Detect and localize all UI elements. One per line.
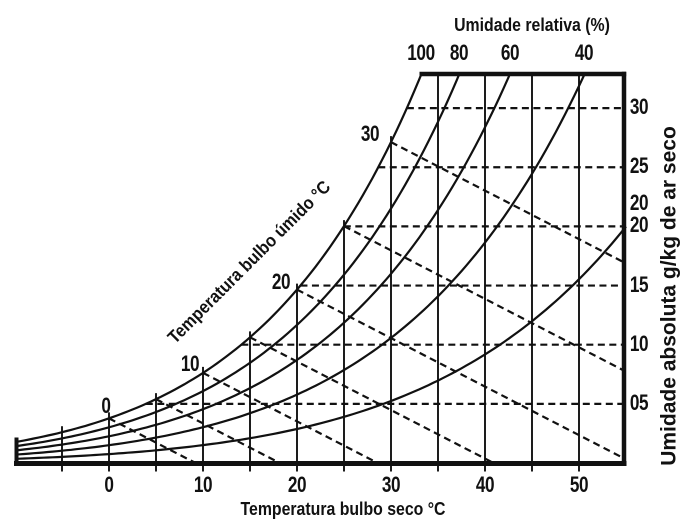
wet-bulb-tick-label-20: 20 bbox=[271, 268, 291, 294]
x-tick-label-40: 40 bbox=[475, 472, 495, 497]
wet-bulb-line-0 bbox=[108, 417, 197, 464]
wet-bulb-tick-label-0: 0 bbox=[101, 393, 111, 419]
rh-tick-label-100: 100 bbox=[407, 40, 435, 65]
rh-tick-label-60: 60 bbox=[500, 40, 519, 65]
x-tick-label-50: 50 bbox=[569, 472, 589, 497]
x-tick-label-30: 30 bbox=[381, 472, 401, 497]
wet-bulb-line-5 bbox=[155, 398, 281, 464]
wet-bulb-line-10 bbox=[202, 371, 379, 464]
rh-curve-60 bbox=[14, 72, 512, 452]
x-tick-label-10: 10 bbox=[193, 472, 213, 497]
x-tick-label-0: 0 bbox=[104, 472, 114, 497]
humidity-tick-label-6: 05 bbox=[629, 389, 649, 415]
wet-bulb-line-25 bbox=[343, 225, 625, 372]
wet-bulb-tick-label-30: 30 bbox=[360, 121, 380, 147]
humidity-tick-label-3: 20 bbox=[629, 212, 649, 238]
rh-curve-80 bbox=[14, 72, 461, 448]
humidity-tick-label-1: 25 bbox=[629, 153, 649, 179]
x-tick-label-20: 20 bbox=[287, 472, 307, 497]
absolute-humidity-axis-title: Umidade absoluta g/kg de ar seco bbox=[657, 126, 681, 466]
wet-bulb-line-20 bbox=[296, 288, 625, 460]
rh-curve-100 bbox=[14, 72, 424, 444]
rh-tick-label-40: 40 bbox=[575, 40, 594, 65]
humidity-tick-label-2: 20 bbox=[629, 189, 649, 215]
dry-bulb-axis-title: Temperatura bulbo seco °C bbox=[240, 499, 446, 519]
wet-bulb-tick-label-10: 10 bbox=[180, 350, 200, 376]
wet-bulb-line-30 bbox=[390, 141, 625, 264]
relative-humidity-axis-title: Umidade relativa (%) bbox=[454, 15, 610, 35]
rh-tick-label-80: 80 bbox=[449, 40, 469, 65]
humidity-tick-label-5: 10 bbox=[629, 330, 649, 356]
rh-curve-40 bbox=[14, 72, 587, 456]
humidity-tick-label-4: 15 bbox=[629, 271, 649, 297]
humidity-tick-label-0: 30 bbox=[629, 94, 649, 120]
rh-curve-20 bbox=[14, 225, 627, 460]
